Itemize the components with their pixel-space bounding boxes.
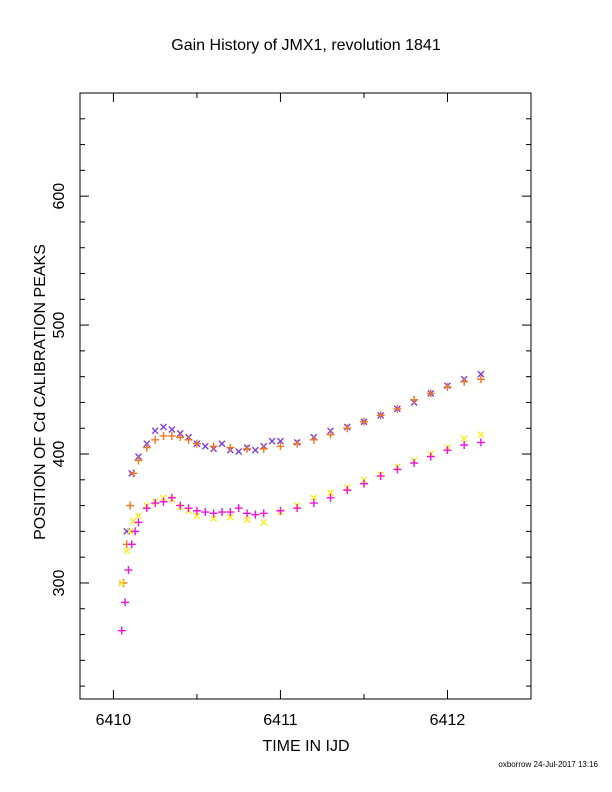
data-point-series-4 [117,626,126,635]
data-point-series-1 [477,370,485,378]
y-tick-label: 400 [51,441,68,468]
data-point-series-4 [293,504,302,513]
data-point-series-4 [243,509,252,518]
data-point-series-3 [310,494,318,502]
plot-frame [79,92,532,700]
data-point-series-2 [243,444,252,453]
data-point-series-4 [201,508,210,517]
data-point-series-2 [343,424,352,433]
data-point-series-4 [326,493,335,502]
data-point-series-4 [121,598,130,607]
data-point-series-3 [134,512,142,520]
data-point-series-3 [327,489,335,497]
data-point-series-2 [209,442,218,451]
data-point-series-1 [168,426,176,434]
data-point-series-3 [477,431,485,439]
data-point-series-1 [235,447,243,455]
data-point-series-2 [393,404,402,413]
data-point-series-2 [142,443,151,452]
data-point-series-2 [359,417,368,426]
data-point-series-4 [142,504,151,513]
data-point-series-4 [376,471,385,480]
data-point-series-3 [123,547,131,555]
x-tick-label: 6410 [96,712,132,729]
data-point-series-2 [460,377,469,386]
chart-title: Gain History of JMX1, revolution 1841 [171,37,441,54]
data-point-series-2 [151,435,160,444]
data-point-series-2 [167,431,176,440]
data-point-series-3 [129,517,137,525]
footer-stamp: oxborrow 24-Jul-2017 13:16 [498,760,598,769]
data-point-series-1 [276,437,284,445]
data-point-series-4 [151,499,160,508]
data-point-series-4 [167,493,176,502]
y-tick-label: 500 [51,312,68,339]
data-point-series-4 [443,446,452,455]
data-point-series-3 [118,579,126,587]
y-axis-label: POSITION OF Cd CALIBRATION PEAKS [32,244,49,540]
data-point-series-2 [276,442,285,451]
data-point-series-4 [393,465,402,474]
data-point-series-4 [343,486,352,495]
data-point-series-2 [309,435,318,444]
x-tick-label: 6412 [430,712,466,729]
data-point-series-4 [127,540,136,549]
data-point-series-1 [268,437,276,445]
data-point-series-2 [476,375,485,384]
data-point-series-3 [260,518,268,526]
data-point-series-4 [176,501,185,510]
data-point-series-2 [126,501,135,510]
data-point-series-4 [217,508,226,517]
data-point-series-1 [151,427,159,435]
data-point-series-2 [443,382,452,391]
data-point-series-2 [376,411,385,420]
data-point-series-3 [126,527,134,535]
data-point-series-2 [326,430,335,439]
data-point-series-4 [159,497,168,506]
data-point-series-4 [460,440,469,449]
data-point-series-2 [159,431,168,440]
data-point-series-2 [293,439,302,448]
data-point-series-4 [251,510,260,519]
data-point-series-4 [131,527,140,536]
data-point-series-2 [184,435,193,444]
x-tick-label: 6411 [263,712,298,729]
data-point-series-4 [259,509,268,518]
data-point-series-2 [192,439,201,448]
y-tick-label: 300 [51,570,68,597]
data-point-series-2 [119,578,128,587]
data-point-series-1 [201,442,209,450]
data-point-series-3 [210,514,218,522]
data-point-series-3 [193,512,201,520]
data-point-series-4 [124,566,133,575]
data-point-series-3 [226,513,234,521]
data-point-series-3 [460,435,468,443]
data-point-series-4 [226,508,235,517]
data-point-series-2 [410,395,419,404]
data-point-series-2 [226,443,235,452]
data-point-series-2 [426,389,435,398]
data-point-series-4 [234,504,243,513]
x-axis-label: TIME IN IJD [262,738,350,755]
data-point-series-4 [134,518,143,527]
data-point-series-2 [259,444,268,453]
data-point-series-2 [176,433,185,442]
data-point-series-2 [129,469,138,478]
data-point-series-1 [251,446,259,454]
data-point-series-4 [184,504,193,513]
data-point-series-1 [218,440,226,448]
data-point-series-4 [359,479,368,488]
data-point-series-2 [134,456,143,465]
data-point-series-4 [426,452,435,461]
data-point-series-4 [276,506,285,515]
data-point-series-4 [476,438,485,447]
data-point-series-4 [192,506,201,515]
data-point-series-1 [160,423,168,431]
data-point-series-4 [209,509,218,518]
y-tick-label: 600 [51,183,68,210]
data-point-series-3 [243,516,251,524]
data-point-series-4 [410,459,419,468]
data-point-series-4 [309,499,318,508]
